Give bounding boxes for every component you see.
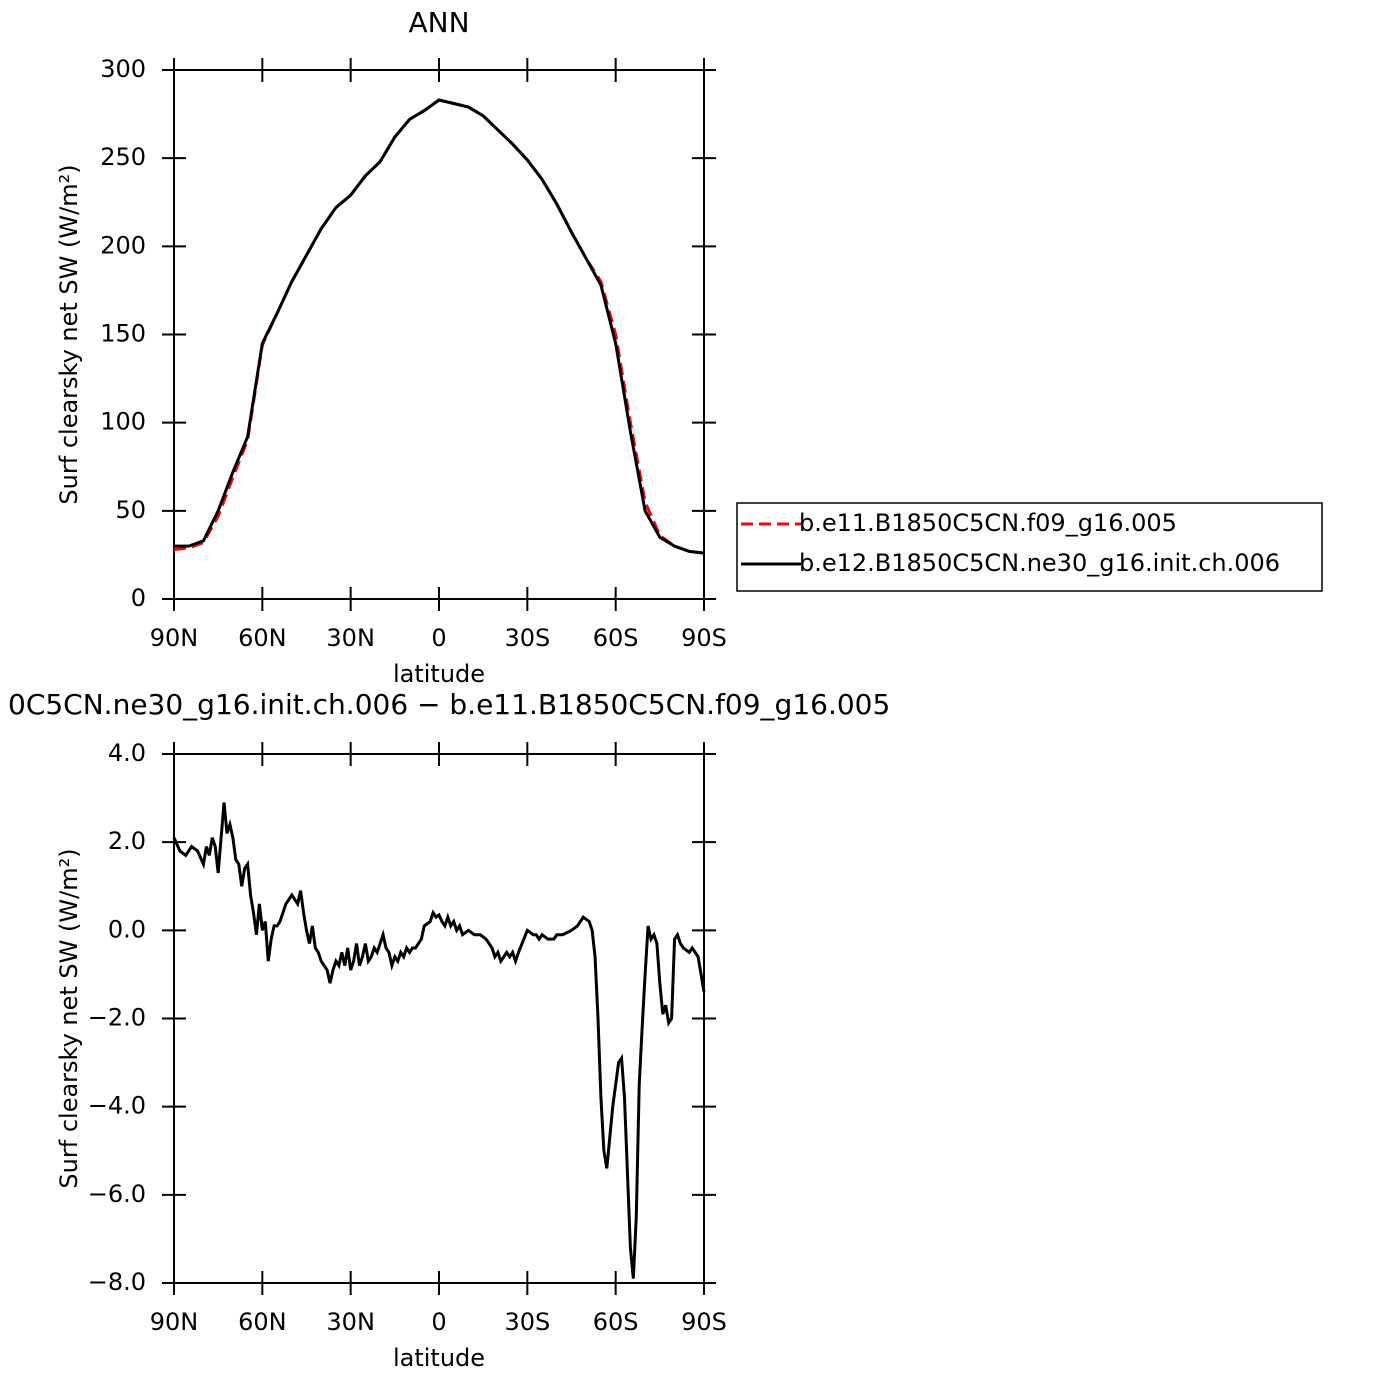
- x-tick-label: 30N: [326, 1308, 375, 1336]
- y-tick-label: −4.0: [88, 1092, 146, 1120]
- legend-label: b.e12.B1850C5CN.ne30_g16.init.ch.006: [799, 549, 1280, 577]
- y-tick-label: −8.0: [88, 1268, 146, 1296]
- chart-title: ANN: [408, 6, 469, 39]
- y-tick-label: 200: [100, 231, 146, 259]
- y-axis-label: Surf clearsky net SW (W/m²): [55, 164, 83, 504]
- y-tick-label: 300: [100, 55, 146, 83]
- x-axis-label: latitude: [393, 1344, 485, 1372]
- y-axis-label: Surf clearsky net SW (W/m²): [55, 848, 83, 1188]
- y-tick-label: −6.0: [88, 1180, 146, 1208]
- plot-frame: [173, 69, 705, 600]
- x-tick-label: 30S: [504, 1308, 550, 1336]
- legend-box: [736, 502, 1323, 592]
- chart-title: 0C5CN.ne30_g16.init.ch.006 − b.e11.B1850…: [8, 688, 890, 721]
- y-tick-label: 250: [100, 143, 146, 171]
- y-tick-label: 4.0: [108, 739, 146, 767]
- x-tick-label: 60S: [593, 1308, 639, 1336]
- x-tick-label: 60N: [238, 624, 287, 652]
- x-tick-label: 90N: [150, 1308, 199, 1336]
- x-tick-label: 60S: [593, 624, 639, 652]
- x-tick-label: 30N: [326, 624, 375, 652]
- x-tick-label: 90N: [150, 624, 199, 652]
- data-line: [172, 802, 706, 1279]
- data-line: [174, 98, 705, 555]
- y-tick-label: 0: [131, 584, 146, 612]
- x-tick-label: 30S: [504, 624, 550, 652]
- y-tick-label: 100: [100, 408, 146, 436]
- legend-label: b.e11.B1850C5CN.f09_g16.005: [799, 509, 1177, 537]
- y-tick-label: 150: [100, 320, 146, 348]
- x-tick-label: 90S: [681, 624, 727, 652]
- plot-frame: [173, 753, 705, 1284]
- x-tick-label: 90S: [681, 1308, 727, 1336]
- x-axis-label: latitude: [393, 660, 485, 688]
- y-tick-label: 50: [115, 496, 146, 524]
- y-tick-label: 2.0: [108, 827, 146, 855]
- x-tick-label: 0: [431, 1308, 446, 1336]
- y-tick-label: −2.0: [88, 1004, 146, 1032]
- x-tick-label: 0: [431, 624, 446, 652]
- x-tick-label: 60N: [238, 1308, 287, 1336]
- data-line: [173, 98, 705, 555]
- y-tick-label: 0.0: [108, 915, 146, 943]
